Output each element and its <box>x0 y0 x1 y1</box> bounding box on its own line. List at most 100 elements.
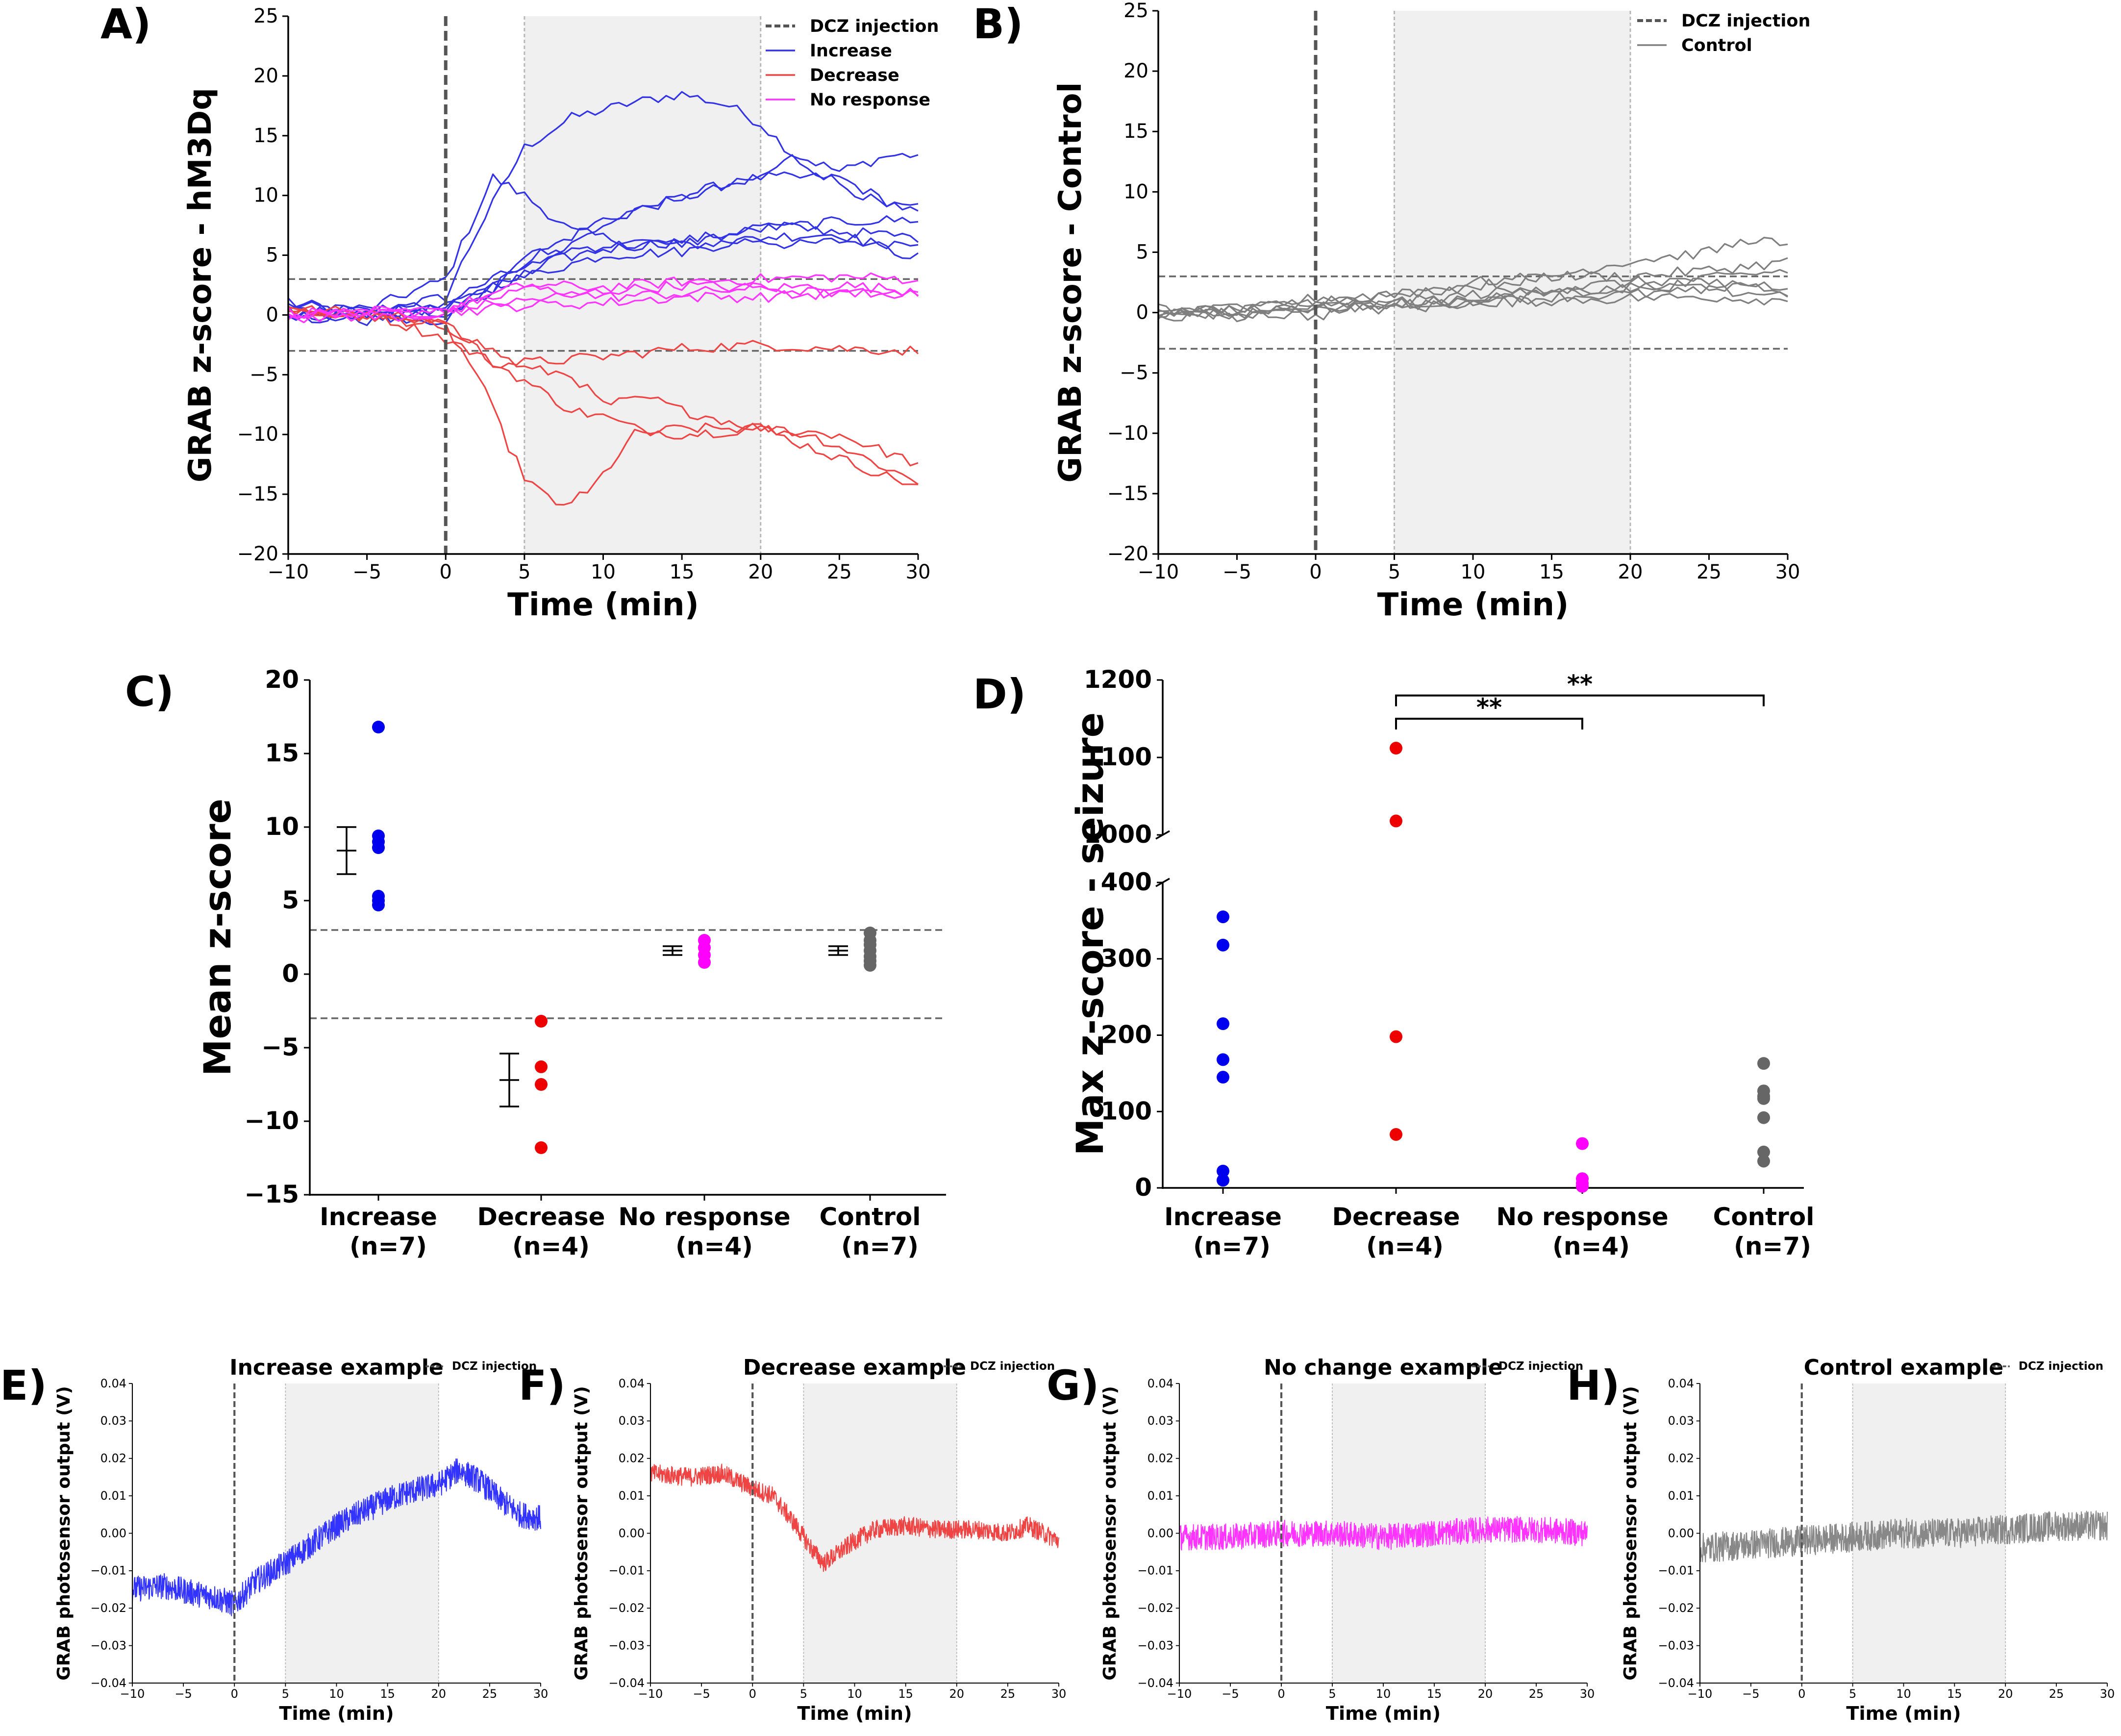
y-tick-label: −0.01 <box>1137 1564 1173 1578</box>
x-tick-label: 25 <box>482 1687 498 1701</box>
panel-label: G) <box>1047 1361 1099 1409</box>
y-tick-label: 0.01 <box>619 1489 645 1503</box>
y-tick-label: 0 <box>266 303 278 326</box>
category-n-label: (n=4) <box>512 1232 590 1260</box>
x-tick-label: 10 <box>329 1687 344 1701</box>
category-label: Decrease <box>1332 1203 1460 1231</box>
panel-f: −10 −5 0 5 10 15 20 25 30 −0.04 −0.03 −0.02 −0.01 0.0… <box>519 1355 1066 1725</box>
y-tick-label: 5 <box>282 886 299 914</box>
y-tick-label: 0.02 <box>1668 1452 1694 1465</box>
x-tick-label: 15 <box>380 1687 395 1701</box>
y-tick-label: 0 <box>1135 1173 1152 1202</box>
y-tick-label: −20 <box>237 543 278 565</box>
y-tick-label: 0.01 <box>1148 1489 1173 1503</box>
x-tick-label: −10 <box>638 1687 663 1701</box>
x-tick-label: 20 <box>1998 1687 2013 1701</box>
data-point <box>1217 910 1229 924</box>
y-tick-label: −0.02 <box>90 1601 126 1615</box>
x-tick-label: 10 <box>1376 1687 1391 1701</box>
y-tick-label: −20 <box>1107 543 1148 565</box>
data-point <box>864 959 876 972</box>
data-point <box>1390 1030 1402 1043</box>
data-point <box>1217 1071 1229 1084</box>
x-tick-label: 5 <box>518 561 530 583</box>
y-axis-label: GRAB z-score - Control <box>1052 82 1089 483</box>
x-tick-label: 15 <box>898 1687 913 1701</box>
x-tick-label: 30 <box>1775 561 1800 583</box>
x-tick-label: 5 <box>282 1687 289 1701</box>
y-tick-label: 0.04 <box>100 1377 126 1390</box>
x-tick-label: 5 <box>1388 561 1400 583</box>
x-tick-label: −5 <box>352 561 381 583</box>
y-tick-label: −0.04 <box>1658 1676 1694 1690</box>
x-tick-label: 30 <box>906 561 931 583</box>
y-tick-label: 0.02 <box>1148 1452 1173 1465</box>
series-line-3 <box>288 154 919 324</box>
series-line-6 <box>1157 293 1788 320</box>
panel-d: 0100200300400100011001200Increase(n=7)De… <box>973 665 1814 1260</box>
y-tick-label: −15 <box>245 1180 299 1208</box>
series-line-4 <box>288 232 919 319</box>
y-tick-label: 10 <box>265 812 299 841</box>
y-tick-label: −0.01 <box>90 1564 126 1578</box>
x-axis-label: Time (min) <box>279 1703 394 1725</box>
data-point <box>535 1141 548 1154</box>
legend-label: Control <box>1681 36 1752 55</box>
x-tick-label: 15 <box>1427 1687 1442 1701</box>
x-tick-label: 30 <box>1580 1687 1595 1701</box>
y-tick-label: 0.04 <box>1668 1377 1694 1390</box>
x-tick-label: −10 <box>268 561 309 583</box>
x-tick-label: 25 <box>1000 1687 1016 1701</box>
category-label: Increase <box>1164 1203 1282 1231</box>
panel-g: −10 −5 0 5 10 15 20 25 30 −0.04 −0.03 −0.02 −0.01 0.0… <box>1047 1355 1595 1725</box>
y-tick-label: 20 <box>265 665 299 694</box>
x-tick-label: 25 <box>827 561 852 583</box>
y-tick-label: 200 <box>1101 1021 1152 1049</box>
legend-label: DCZ injection <box>810 17 939 36</box>
x-tick-label: 0 <box>440 561 452 583</box>
legend-label: No response <box>810 90 930 110</box>
x-tick-label: 5 <box>800 1687 807 1701</box>
x-tick-label: 0 <box>1309 561 1322 583</box>
y-tick-label: 100 <box>1101 1097 1152 1125</box>
panel-title: No change example <box>1264 1355 1503 1380</box>
legend-label: DCZ injection <box>1498 1360 1583 1373</box>
category-n-label: (n=7) <box>1734 1232 1811 1260</box>
panel-label: B) <box>973 0 1023 48</box>
y-tick-label: −10 <box>1107 422 1148 445</box>
y-tick-label: 1100 <box>1084 743 1152 771</box>
y-tick-label: 300 <box>1101 944 1152 973</box>
x-tick-label: 25 <box>1529 1687 1544 1701</box>
x-tick-label: 10 <box>1461 561 1486 583</box>
legend-label: Increase <box>810 41 892 61</box>
y-tick-label: 1000 <box>1084 820 1152 849</box>
y-tick-label: 0.02 <box>619 1452 645 1465</box>
panel-title: Increase example <box>229 1355 444 1380</box>
series-line-6 <box>287 215 919 326</box>
x-tick-label: 20 <box>949 1687 964 1701</box>
category-label: No response <box>618 1203 790 1231</box>
data-point <box>1757 1145 1770 1158</box>
y-tick-label: 15 <box>253 125 278 147</box>
category-n-label: (n=4) <box>675 1232 753 1260</box>
x-tick-label: 10 <box>591 561 616 583</box>
data-point <box>535 1060 548 1073</box>
panel-e: −10 −5 0 5 10 15 20 25 30 −0.04 −0.03 −0.02 −0.01 0.0… <box>0 1355 548 1725</box>
y-tick-label: 10 <box>253 184 278 207</box>
category-label: No response <box>1496 1203 1668 1231</box>
shaded-window <box>524 16 761 554</box>
y-tick-label: −0.04 <box>90 1676 126 1690</box>
legend: DCZ injection <box>425 1360 537 1373</box>
panel-title: Control example <box>1804 1355 2003 1380</box>
data-point <box>1217 1017 1229 1031</box>
series-line-0 <box>650 1463 1059 1572</box>
y-tick-label: 1200 <box>1084 665 1152 694</box>
data-point <box>1757 1057 1770 1070</box>
data-point <box>1757 1155 1770 1168</box>
x-tick-label: 30 <box>533 1687 549 1701</box>
series-line-1 <box>287 173 919 312</box>
data-point <box>1217 1174 1229 1187</box>
y-tick-label: 5 <box>266 244 278 267</box>
legend: DCZ injection Increase Decrease No response <box>766 17 939 110</box>
x-tick-label: 0 <box>1277 1687 1285 1701</box>
